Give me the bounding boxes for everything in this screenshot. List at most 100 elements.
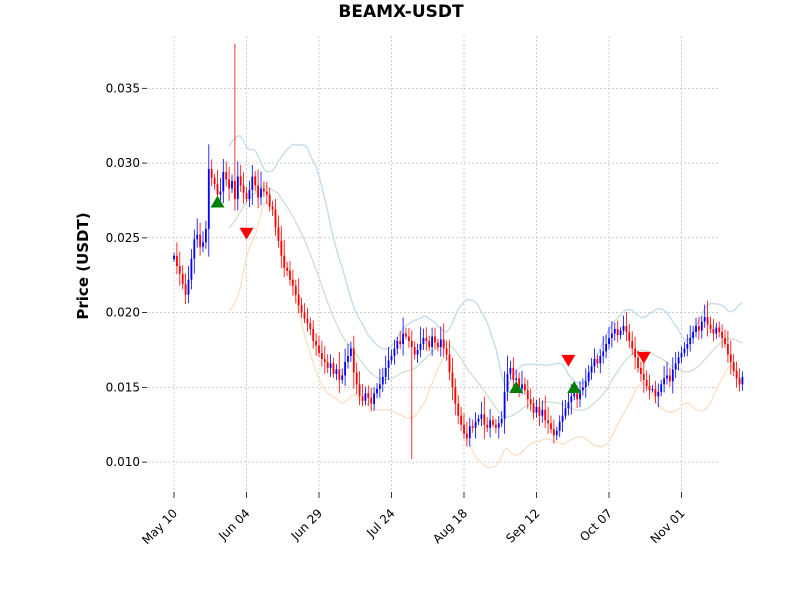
candle-body	[483, 414, 486, 425]
candle-body	[260, 188, 262, 198]
candle-body	[680, 352, 683, 358]
candle-body	[703, 317, 706, 322]
candle-body	[741, 376, 744, 385]
candle-body	[695, 326, 697, 333]
candle-body	[642, 373, 645, 380]
candle-body	[480, 414, 483, 419]
candle-body	[587, 372, 590, 382]
candle-body	[558, 421, 561, 431]
y-tick-label: 0.025	[106, 231, 140, 245]
buy-signal-marker	[509, 381, 524, 393]
candle-body	[286, 267, 288, 271]
candle-body	[738, 378, 741, 385]
candle-body	[355, 372, 358, 385]
candle-body	[338, 369, 341, 380]
candle-body	[547, 420, 549, 424]
candle-body	[297, 294, 300, 306]
candle-body	[236, 176, 239, 199]
candle-body	[344, 361, 346, 376]
candle-body	[399, 340, 402, 344]
buy-signal-marker	[567, 381, 582, 393]
candle-body	[512, 367, 515, 380]
candle-body	[590, 366, 593, 373]
candle-body	[640, 367, 642, 374]
candle-body	[497, 423, 500, 428]
candle-body	[666, 375, 668, 379]
candle-body	[648, 385, 651, 391]
candle-body	[373, 393, 375, 404]
candle-body	[379, 384, 381, 389]
candle-body	[387, 360, 390, 368]
candle-body	[669, 375, 671, 382]
candle-body	[570, 396, 573, 403]
candle-body	[724, 338, 726, 344]
sell-signal-marker	[239, 227, 254, 240]
y-axis-label: Price (USDT)	[74, 212, 92, 319]
candle-body	[712, 329, 715, 334]
axes: 0.010 0.015 0.020 0.025 0.030 0.035 May 10 Jun …	[106, 81, 688, 547]
candle-body	[257, 185, 259, 198]
buy-signal-marker	[210, 195, 225, 208]
candle-body	[706, 317, 709, 325]
candle-body	[402, 333, 404, 344]
candle-body	[181, 273, 184, 285]
candle-body	[657, 391, 660, 397]
candle-body	[721, 332, 723, 339]
x-tick-label: Jun 29	[288, 506, 325, 543]
candle-body	[321, 352, 323, 359]
candle-body	[326, 361, 329, 368]
candle-body	[521, 384, 523, 389]
candle-body	[277, 227, 280, 241]
candle-body	[196, 234, 199, 240]
chart-title: BEAMX-USDT	[338, 2, 464, 22]
candle-body	[225, 172, 228, 180]
candle-body	[654, 388, 657, 397]
candle-body	[573, 393, 576, 397]
y-tick-label: 0.010	[106, 455, 140, 469]
candle-body	[228, 179, 230, 189]
candle-body	[318, 345, 320, 353]
candle-body	[396, 340, 399, 349]
candle-body	[364, 393, 367, 401]
candle-body	[384, 367, 387, 377]
x-tick-label: Sep 12	[503, 506, 542, 545]
signal-markers	[210, 195, 651, 393]
candle-body	[637, 357, 639, 368]
candle-body	[634, 348, 636, 358]
candle-body	[405, 333, 407, 337]
candle-body	[234, 181, 236, 199]
candle-body	[535, 406, 538, 413]
candle-body	[367, 393, 370, 398]
candle-body	[645, 379, 648, 386]
candle-body	[477, 418, 480, 422]
candle-body	[500, 418, 503, 424]
bollinger-bands	[228, 135, 743, 469]
candle-body	[245, 192, 248, 199]
candle-body	[677, 357, 680, 364]
candle-body	[210, 169, 213, 179]
candle-body	[631, 340, 634, 349]
candle-body	[376, 388, 378, 394]
candle-body	[428, 340, 431, 347]
candle-body	[431, 336, 433, 347]
candle-body	[306, 318, 309, 324]
candle-body	[602, 351, 605, 356]
candle-body	[718, 327, 721, 333]
candle-body	[735, 370, 738, 379]
candle-body	[425, 338, 428, 341]
candle-body	[538, 406, 541, 416]
candle-body	[486, 424, 489, 428]
candle-body	[526, 390, 529, 400]
candle-body	[611, 333, 613, 339]
candle-body	[390, 355, 393, 361]
middle-band-line	[228, 185, 743, 418]
candle-body	[553, 429, 555, 436]
candle-body	[413, 346, 416, 355]
lower-band-line	[228, 202, 743, 469]
candle-body	[596, 358, 599, 364]
candle-body	[460, 415, 462, 425]
candle-body	[518, 378, 520, 389]
candle-body	[231, 181, 233, 189]
candle-body	[579, 390, 581, 400]
candle-body	[613, 329, 616, 334]
